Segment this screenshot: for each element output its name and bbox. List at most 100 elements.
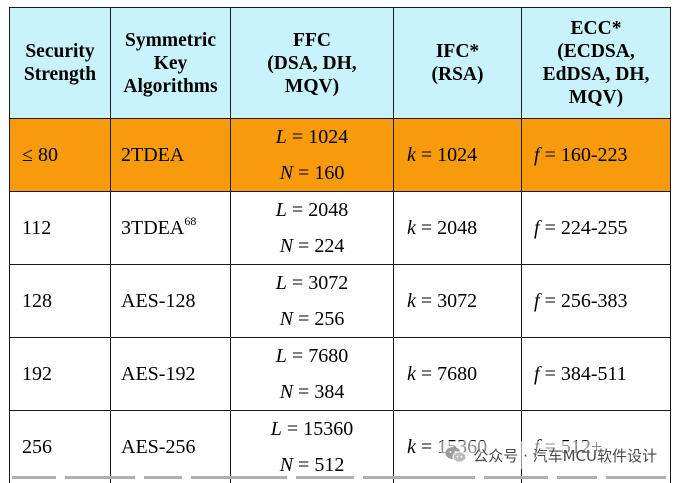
var-n: N: [279, 381, 294, 403]
var-l: L: [275, 199, 287, 221]
equals-sign: =: [286, 199, 309, 221]
ffc-n-value: 512: [314, 454, 345, 476]
wechat-logo-icon: [445, 447, 467, 463]
ecc-f-value: 256-383: [560, 289, 628, 312]
ifc-k-value: 3072: [437, 289, 478, 312]
ffc-n-line: N = 224: [231, 228, 393, 264]
algorithm-name: AES-256: [121, 435, 196, 458]
strength-cell: 128: [9, 264, 111, 338]
security-strength-table: Security Strength Symmetric Key Algorith…: [9, 7, 671, 483]
strength-cell: 192: [9, 337, 111, 411]
var-f: f: [534, 216, 540, 239]
equals-sign: =: [293, 235, 315, 257]
var-k: k: [407, 143, 416, 166]
ffc-n-line: N = 160: [231, 155, 393, 191]
ecc-cell: f = 224-255: [521, 191, 671, 265]
ecc-f-value: 384-511: [560, 362, 627, 385]
table-header-row: Security Strength Symmetric Key Algorith…: [9, 7, 671, 119]
var-n: N: [279, 162, 294, 184]
header-text: MQV): [568, 87, 624, 108]
var-n: N: [279, 235, 294, 257]
algorithm-name: 2TDEA: [121, 143, 185, 166]
var-n: N: [279, 454, 294, 476]
table-row: 112 3TDEA68 L = 2048 N = 224 k = 2048 f …: [9, 191, 671, 265]
var-l: L: [270, 418, 282, 440]
algorithm-name: 3TDEA: [121, 216, 185, 239]
header-text: (ECDSA,: [557, 41, 635, 62]
table-row: 256 AES-256 L = 15360 N = 512 k = 15360 …: [9, 410, 671, 483]
equals-sign: =: [415, 216, 438, 239]
var-k: k: [407, 362, 416, 385]
algorithm-name: AES-192: [121, 362, 196, 385]
header-text: Security: [25, 41, 95, 62]
header-security-strength: Security Strength: [9, 7, 111, 119]
header-text: FFC: [293, 29, 331, 51]
ffc-n-line: N = 512: [231, 447, 393, 483]
ifc-k-value: 7680: [437, 362, 478, 385]
ffc-l-value: 15360: [303, 418, 354, 440]
ecc-f-value: 224-255: [560, 216, 628, 239]
watermark: 公众号 · 汽车MCU软件设计: [441, 441, 661, 469]
table-row: 128 AES-128 L = 3072 N = 256 k = 3072 f …: [9, 264, 671, 338]
symmetric-algorithm-cell: AES-128: [110, 264, 231, 338]
ffc-n-value: 160: [314, 162, 345, 184]
ffc-l-line: L = 15360: [231, 411, 393, 447]
ecc-cell: f = 160-223: [521, 118, 671, 192]
algorithm-name: AES-128: [121, 289, 196, 312]
equals-sign: =: [293, 308, 315, 330]
ifc-cell: k = 3072: [393, 264, 522, 338]
header-ifc: IFC* (RSA): [393, 7, 522, 119]
equals-sign: =: [293, 162, 315, 184]
equals-sign: =: [415, 435, 438, 458]
equals-sign: =: [293, 454, 315, 476]
var-f: f: [534, 362, 540, 385]
ffc-l-line: L = 2048: [231, 192, 393, 228]
symmetric-algorithm-cell: 3TDEA68: [110, 191, 231, 265]
var-l: L: [275, 126, 287, 148]
ffc-cell: L = 7680 N = 384: [230, 337, 394, 411]
var-k: k: [407, 435, 416, 458]
equals-sign: =: [539, 143, 561, 166]
ffc-l-line: L = 1024: [231, 119, 393, 155]
table-row: ≤ 80 2TDEA L = 1024 N = 160 k = 1024 f =…: [9, 118, 671, 192]
header-text: (DSA, DH,: [267, 52, 357, 74]
header-text: Key: [153, 52, 188, 74]
ffc-n-value: 256: [314, 308, 345, 330]
cut-off-text-strip: [0, 476, 683, 483]
ffc-n-line: N = 384: [231, 374, 393, 410]
var-k: k: [407, 289, 416, 312]
ffc-cell: L = 15360 N = 512: [230, 410, 394, 483]
symmetric-algorithm-cell: AES-192: [110, 337, 231, 411]
footnote-ref: 68: [184, 213, 197, 228]
var-l: L: [275, 272, 287, 294]
ecc-f-value: 160-223: [560, 143, 628, 166]
ffc-cell: L = 3072 N = 256: [230, 264, 394, 338]
table-row: 192 AES-192 L = 7680 N = 384 k = 7680 f …: [9, 337, 671, 411]
equals-sign: =: [539, 216, 561, 239]
header-symmetric-key: Symmetric Key Algorithms: [110, 7, 231, 119]
equals-sign: =: [415, 143, 438, 166]
watermark-text: 公众号 · 汽车MCU软件设计: [473, 446, 657, 465]
strength-cell: 112: [9, 191, 111, 265]
header-text: Strength: [23, 64, 97, 85]
equals-sign: =: [286, 345, 309, 367]
ffc-l-line: L = 7680: [231, 338, 393, 374]
equals-sign: =: [281, 418, 304, 440]
equals-sign: =: [286, 126, 309, 148]
symmetric-algorithm-cell: AES-256: [110, 410, 231, 483]
ecc-cell: f = 384-511: [521, 337, 671, 411]
var-f: f: [534, 143, 540, 166]
equals-sign: =: [539, 362, 561, 385]
header-text: EdDSA, DH,: [542, 64, 650, 85]
ifc-cell: k = 7680: [393, 337, 522, 411]
var-k: k: [407, 216, 416, 239]
ffc-n-line: N = 256: [231, 301, 393, 337]
header-text: ECC*: [570, 18, 622, 39]
ifc-cell: k = 2048: [393, 191, 522, 265]
header-ffc: FFC (DSA, DH, MQV): [230, 7, 394, 119]
ffc-n-value: 224: [314, 235, 345, 257]
header-text: (RSA): [431, 64, 484, 85]
equals-sign: =: [539, 289, 561, 312]
equals-sign: =: [286, 272, 309, 294]
header-text: Symmetric: [125, 29, 216, 51]
